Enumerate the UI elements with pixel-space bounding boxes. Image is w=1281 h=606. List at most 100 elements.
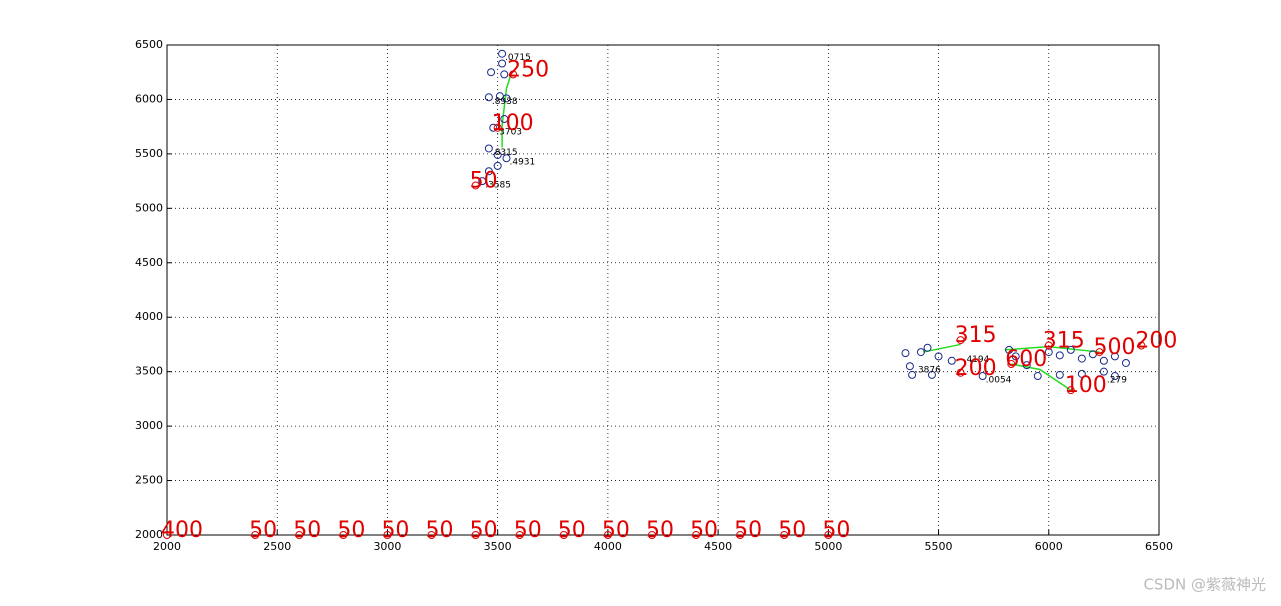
red-label: 200	[955, 356, 997, 381]
point	[1055, 351, 1064, 360]
point	[908, 370, 917, 379]
red-label: 50	[470, 168, 498, 193]
red-point	[383, 531, 392, 539]
axes-box	[166, 44, 1160, 536]
x-tick-label: 2500	[263, 540, 291, 553]
red-point	[427, 531, 436, 539]
point	[934, 352, 943, 361]
red-point	[692, 531, 701, 539]
red-point	[163, 531, 171, 539]
y-tick-label: 4500	[135, 256, 163, 269]
point	[498, 59, 507, 68]
point	[487, 68, 496, 77]
red-label: 50	[426, 518, 454, 543]
point	[923, 343, 932, 352]
point	[1005, 345, 1014, 354]
red-point	[603, 531, 612, 539]
point	[1077, 369, 1086, 378]
y-tick-label: 6000	[135, 92, 163, 105]
point-label: .0054	[986, 376, 1012, 386]
point-label: .8938	[492, 97, 518, 107]
red-point	[647, 531, 656, 539]
red-label: 50	[558, 518, 586, 543]
point-label: .0715	[505, 53, 531, 63]
y-tick-label: 4000	[135, 310, 163, 323]
red-label: 600	[1005, 347, 1047, 372]
point	[489, 123, 498, 132]
y-tick-label: 2500	[135, 474, 163, 487]
red-point	[780, 531, 789, 539]
point	[927, 370, 936, 379]
red-label: 50	[470, 518, 498, 543]
red-point	[956, 368, 965, 377]
x-tick-label: 6000	[1035, 540, 1063, 553]
red-label: 50	[337, 518, 365, 543]
red-point	[295, 531, 304, 539]
point	[500, 70, 509, 79]
point-label: .8315	[492, 148, 518, 158]
point-label: .279	[1107, 376, 1127, 386]
point	[498, 49, 507, 58]
point	[500, 115, 509, 124]
connector-line	[1011, 363, 1072, 391]
point	[1110, 352, 1119, 361]
connector-line	[1004, 345, 1100, 353]
red-point	[339, 531, 348, 539]
red-label: 50	[778, 518, 806, 543]
y-tick-label: 3500	[135, 365, 163, 378]
red-point	[1137, 341, 1146, 350]
point	[493, 161, 502, 170]
point-label: .4194	[964, 355, 990, 365]
red-label: 50	[690, 518, 718, 543]
point	[502, 94, 511, 103]
x-tick-label: 6500	[1145, 540, 1173, 553]
point	[1055, 370, 1064, 379]
y-tick-label: 3000	[135, 419, 163, 432]
point	[947, 356, 956, 365]
watermark: CSDN @紫薇神光	[1143, 576, 1266, 594]
point-label: .3585	[485, 181, 511, 191]
point	[1099, 356, 1108, 365]
red-label: 50	[646, 518, 674, 543]
point	[916, 348, 925, 357]
red-point	[1044, 341, 1053, 350]
point	[484, 93, 493, 102]
connector-line	[501, 74, 512, 148]
y-tick-label: 2000	[135, 528, 163, 541]
y-tick-label: 6500	[135, 38, 163, 51]
x-tick-label: 2000	[153, 540, 181, 553]
point	[905, 362, 914, 371]
point	[502, 154, 511, 163]
red-label: 500	[1093, 335, 1135, 360]
red-point	[956, 336, 965, 345]
x-tick-label: 5500	[925, 540, 953, 553]
point	[493, 150, 502, 159]
point	[484, 144, 493, 153]
point	[1066, 345, 1075, 354]
red-label: 50	[822, 518, 850, 543]
red-label: 400	[161, 518, 203, 543]
x-tick-label: 5000	[814, 540, 842, 553]
red-label: 50	[381, 518, 409, 543]
red-point	[515, 531, 524, 539]
red-label: 315	[1043, 329, 1085, 354]
x-tick-label: 4000	[594, 540, 622, 553]
point	[484, 167, 493, 176]
red-label: 100	[1065, 373, 1107, 398]
red-label: 50	[249, 518, 277, 543]
red-label: 50	[293, 518, 321, 543]
red-point	[493, 123, 502, 132]
x-tick-label: 4500	[704, 540, 732, 553]
red-point	[559, 531, 568, 539]
red-label: 200	[1135, 329, 1177, 354]
red-label: 50	[514, 518, 542, 543]
y-tick-label: 5500	[135, 147, 163, 160]
point-label: .4931	[509, 158, 535, 168]
point	[1033, 372, 1042, 381]
red-label: 50	[734, 518, 762, 543]
red-point	[509, 70, 518, 79]
point	[478, 177, 487, 186]
point	[978, 372, 987, 381]
red-point	[471, 181, 480, 190]
